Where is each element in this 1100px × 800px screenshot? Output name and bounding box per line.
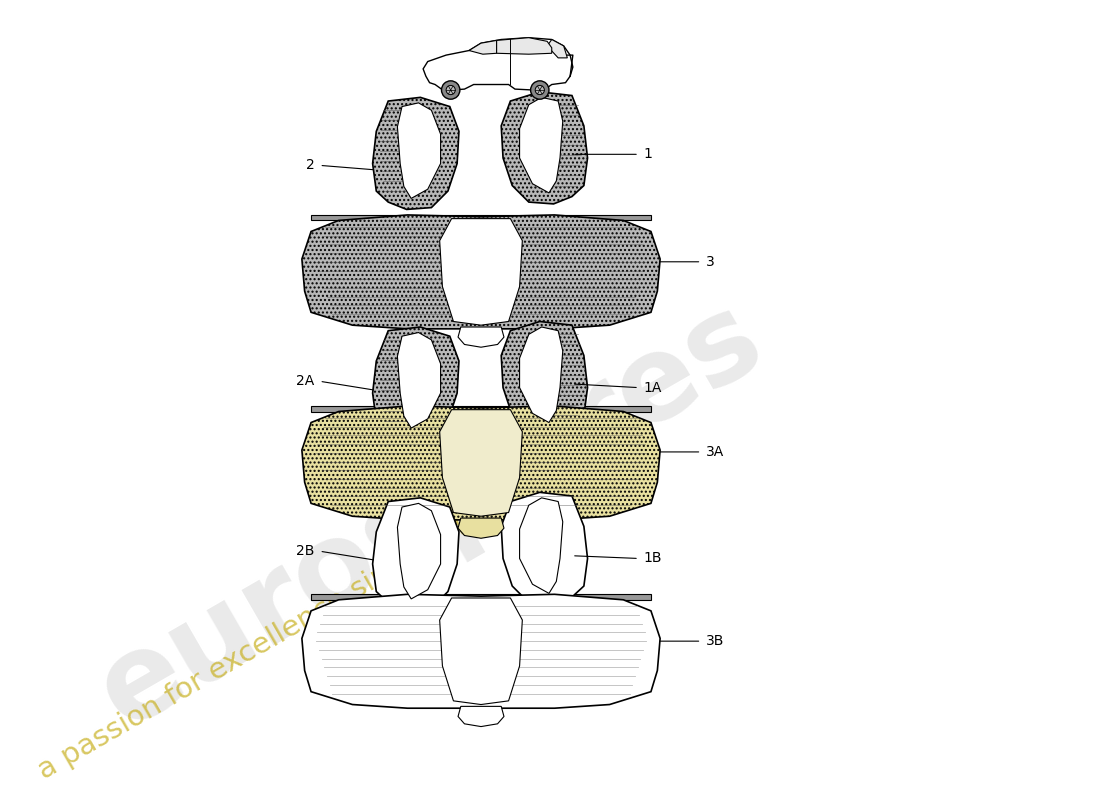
Polygon shape — [397, 103, 441, 198]
Polygon shape — [301, 215, 660, 329]
Text: 3B: 3B — [706, 634, 725, 648]
Circle shape — [447, 86, 455, 94]
Text: 2: 2 — [306, 158, 315, 172]
Polygon shape — [301, 594, 660, 708]
Text: 3A: 3A — [706, 445, 724, 459]
Text: 2A: 2A — [297, 374, 315, 388]
Polygon shape — [502, 492, 587, 605]
Text: 2B: 2B — [296, 544, 315, 558]
Polygon shape — [301, 406, 660, 520]
Polygon shape — [458, 327, 504, 347]
Circle shape — [530, 81, 549, 99]
Text: 1B: 1B — [644, 551, 662, 566]
Polygon shape — [458, 518, 504, 538]
Text: a passion for excellence since 1985: a passion for excellence since 1985 — [33, 501, 497, 785]
Polygon shape — [424, 38, 573, 90]
Circle shape — [441, 81, 460, 99]
Text: 1: 1 — [644, 147, 652, 162]
Polygon shape — [311, 594, 651, 600]
Polygon shape — [519, 498, 563, 594]
Polygon shape — [547, 39, 568, 58]
Polygon shape — [311, 215, 651, 221]
Polygon shape — [469, 41, 496, 54]
Text: 1A: 1A — [644, 381, 662, 394]
Polygon shape — [440, 218, 522, 325]
Polygon shape — [373, 498, 459, 610]
Polygon shape — [502, 322, 587, 434]
Polygon shape — [397, 503, 441, 599]
Polygon shape — [502, 92, 587, 204]
Polygon shape — [458, 706, 504, 726]
Polygon shape — [440, 410, 522, 516]
Polygon shape — [397, 333, 441, 428]
Polygon shape — [373, 98, 459, 210]
Polygon shape — [311, 406, 651, 411]
Text: 3: 3 — [706, 254, 715, 269]
Polygon shape — [519, 98, 563, 193]
Polygon shape — [496, 38, 552, 54]
Polygon shape — [519, 327, 563, 422]
Polygon shape — [373, 327, 459, 439]
Polygon shape — [440, 598, 522, 705]
Circle shape — [536, 86, 544, 94]
Text: eurospares: eurospares — [79, 278, 782, 750]
